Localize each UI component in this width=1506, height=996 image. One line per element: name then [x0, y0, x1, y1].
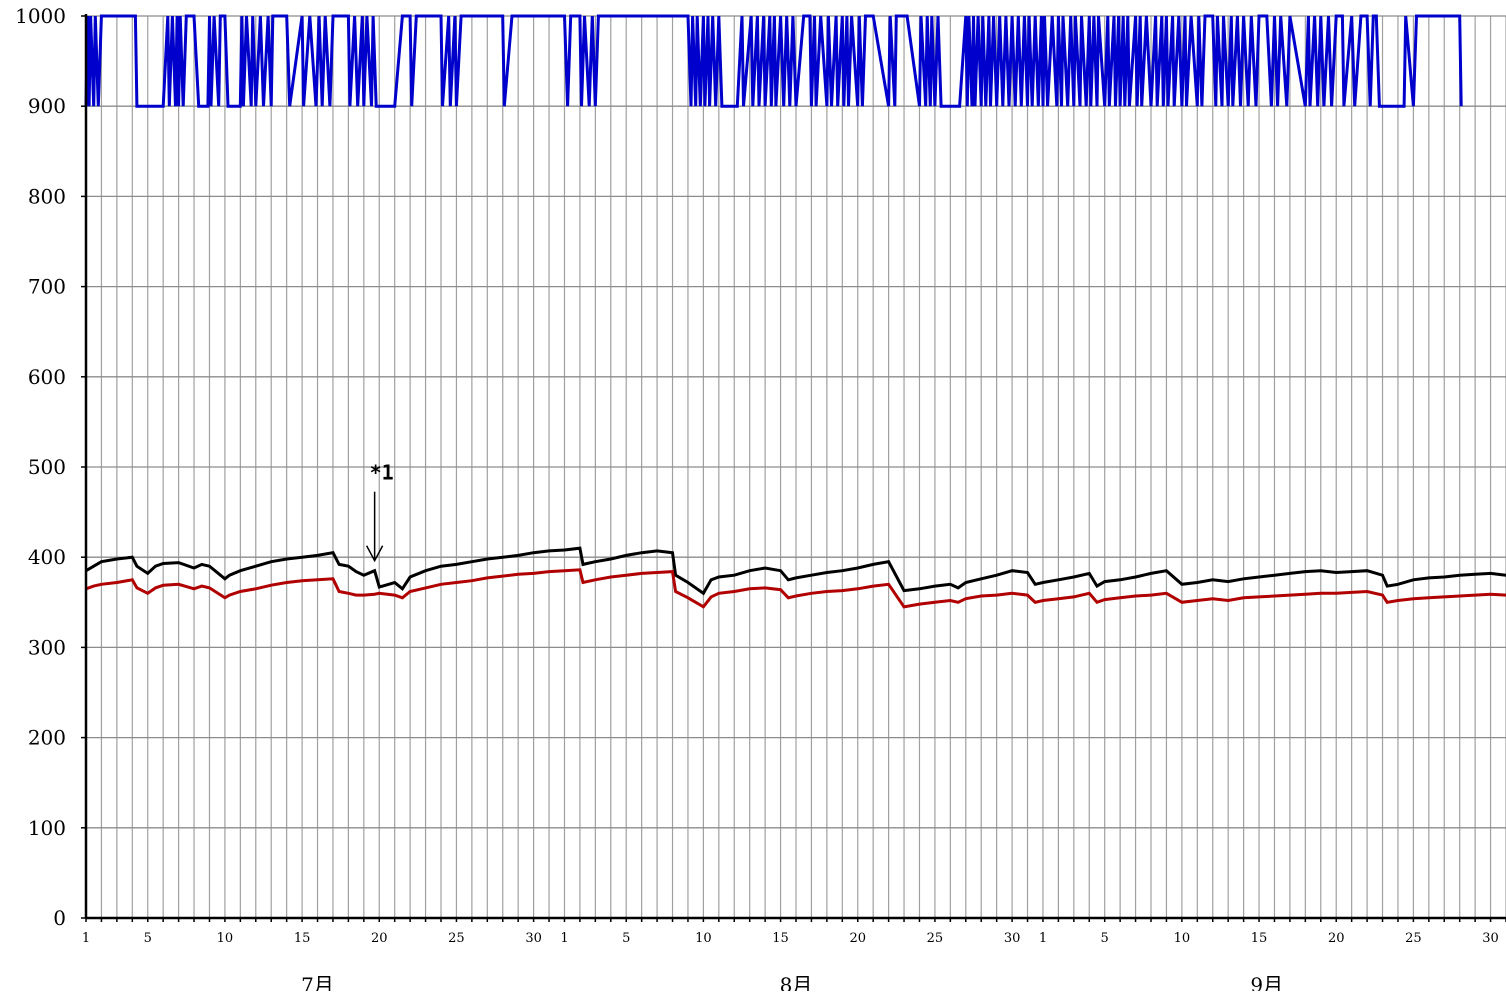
month-label: 7月	[301, 973, 334, 991]
month-label: 8月	[780, 973, 813, 991]
x-tick-label: 25	[1405, 931, 1422, 946]
y-tick-label: 500	[28, 455, 66, 479]
y-tick-label: 200	[28, 726, 66, 750]
x-tick-label: 5	[1101, 931, 1109, 946]
x-tick-label: 20	[371, 931, 388, 946]
x-tick-label: 5	[622, 931, 630, 946]
x-tick-label: 15	[294, 931, 311, 946]
y-tick-label: 0	[53, 906, 66, 930]
x-tick-label: 10	[695, 931, 712, 946]
y-tick-labels: 0 100 200 300 400 500 600 700 800 900 1000	[15, 4, 66, 930]
annotation-label: *1	[370, 461, 394, 485]
y-tick-label: 600	[28, 365, 66, 389]
x-tick-label: 20	[1328, 931, 1345, 946]
x-tick-label: 1	[82, 931, 90, 946]
y-tick-label: 400	[28, 545, 66, 569]
x-tick-label: 1	[560, 931, 568, 946]
x-tick-labels: 1 5 10 15 20 25 30 1 5 10 15 20 25 30 1 5 10 15 20 25 30	[82, 931, 1499, 946]
y-tick-label: 300	[28, 635, 66, 659]
axes	[81, 14, 1506, 922]
y-tick-label: 100	[28, 816, 66, 840]
y-tick-label: 700	[28, 275, 66, 299]
annotation: *1	[365, 461, 394, 563]
x-tick-label: 5	[144, 931, 152, 946]
x-tick-label: 25	[448, 931, 465, 946]
series-line-1	[84, 14, 1463, 108]
x-tick-label: 30	[525, 931, 542, 946]
month-labels: 7月 8月 9月	[301, 973, 1283, 996]
x-tick-label: 30	[1482, 931, 1499, 946]
x-tick-label: 1	[1039, 931, 1047, 946]
x-tick-label: 10	[217, 931, 234, 946]
x-tick-label: 30	[1004, 931, 1021, 946]
y-tick-label: 800	[28, 184, 66, 208]
x-tick-label: 25	[927, 931, 944, 946]
series-layer	[84, 14, 1506, 609]
y-tick-label: 1000	[15, 4, 66, 28]
month-label: 9月	[1250, 973, 1283, 991]
series-line-2	[85, 546, 1506, 596]
x-tick-label: 20	[849, 931, 866, 946]
annotation-arrow-head	[365, 545, 384, 563]
x-tick-label: 15	[1251, 931, 1268, 946]
series-line-3	[85, 568, 1506, 609]
y-tick-label: 900	[28, 94, 66, 118]
x-tick-label: 15	[772, 931, 789, 946]
x-tick-label: 10	[1174, 931, 1191, 946]
